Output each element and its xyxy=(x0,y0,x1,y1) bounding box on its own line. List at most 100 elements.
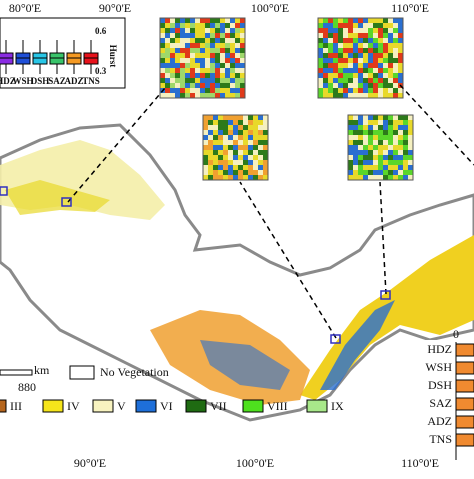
zoom-pixel xyxy=(223,155,228,160)
zoom-pixel xyxy=(185,78,190,83)
zoom-pixel xyxy=(195,48,200,53)
zoom-pixel xyxy=(185,18,190,23)
zoom-pixel xyxy=(383,125,388,130)
zoom-pixel xyxy=(175,18,180,23)
zoom-pixel xyxy=(203,160,208,165)
zoom-pixel xyxy=(160,68,165,73)
zoom-pixel xyxy=(398,38,403,43)
zoom-pixel xyxy=(338,58,343,63)
zoom-pixel xyxy=(383,130,388,135)
zoom-pixel xyxy=(170,68,175,73)
zoom-pixel xyxy=(388,23,393,28)
zoom-pixel xyxy=(368,125,373,130)
zoom-pixel xyxy=(180,48,185,53)
zoom-pixel xyxy=(393,155,398,160)
zoom-pixel xyxy=(373,83,378,88)
zoom-pixel xyxy=(393,115,398,120)
zoom-pixel xyxy=(160,33,165,38)
zoom-pixel xyxy=(318,43,323,48)
zoom-pixel xyxy=(373,48,378,53)
zoom-pixel xyxy=(368,78,373,83)
zoom-pixel xyxy=(220,83,225,88)
zoom-pixel xyxy=(210,23,215,28)
zoom-pixel xyxy=(190,73,195,78)
zoom-pixel xyxy=(368,28,373,33)
zoom-pixel xyxy=(368,175,373,180)
zoom-pixel xyxy=(225,18,230,23)
zoom-pixel xyxy=(388,165,393,170)
zoom-pixel xyxy=(203,145,208,150)
zoom-pixel xyxy=(393,18,398,23)
zoom-pixel xyxy=(223,135,228,140)
zoom-pixel xyxy=(228,160,233,165)
zoom-pixel xyxy=(383,28,388,33)
class-swatch xyxy=(306,399,328,413)
zoom-pixel xyxy=(208,160,213,165)
arrow xyxy=(379,181,387,295)
zoom-pixel xyxy=(363,38,368,43)
zoom-pixel xyxy=(398,18,403,23)
zoom-pixel xyxy=(263,160,268,165)
zoom-pixel xyxy=(408,170,413,175)
zoom-pixel xyxy=(363,135,368,140)
zoom-pixel xyxy=(243,150,248,155)
zoom-pixel xyxy=(225,28,230,33)
zoom-pixel xyxy=(343,88,348,93)
zoom-pixel xyxy=(210,33,215,38)
zoom-pixel xyxy=(403,125,408,130)
zoom-pixel xyxy=(348,28,353,33)
zoom-pixel xyxy=(210,48,215,53)
class-label: VIII xyxy=(267,399,288,413)
zoom-pixel xyxy=(353,160,358,165)
zoom-pixel xyxy=(373,53,378,58)
zoom-pixel xyxy=(185,63,190,68)
zoom-pixel xyxy=(393,170,398,175)
zoom-pixel xyxy=(348,115,353,120)
zoom-pixel xyxy=(348,18,353,23)
zoom-pixel xyxy=(263,130,268,135)
zoom-pixel xyxy=(348,43,353,48)
zoom-pixel xyxy=(368,68,373,73)
zoom-pixel xyxy=(195,43,200,48)
zoom-pixel xyxy=(243,135,248,140)
zoom-pixel xyxy=(225,33,230,38)
zoom-pixel xyxy=(343,43,348,48)
zoom-pixel xyxy=(358,78,363,83)
zoom-pixel xyxy=(398,43,403,48)
zoom-pixel xyxy=(363,175,368,180)
zoom-pixel xyxy=(373,155,378,160)
zoom-pixel xyxy=(228,145,233,150)
zoom-pixel xyxy=(230,78,235,83)
zoom-pixel xyxy=(233,145,238,150)
zoom-pixel xyxy=(328,68,333,73)
zoom-pixel xyxy=(228,140,233,145)
zoom-pixel xyxy=(225,58,230,63)
zoom-pixel xyxy=(160,28,165,33)
zoom-pixel xyxy=(358,155,363,160)
zoom-pixel xyxy=(383,170,388,175)
zoom-pixel xyxy=(235,23,240,28)
zoom-pixel xyxy=(165,58,170,63)
zoom-pixel xyxy=(230,58,235,63)
zoom-pixel xyxy=(175,33,180,38)
zoom-pixel xyxy=(348,33,353,38)
zoom-pixel xyxy=(230,53,235,58)
zoom-pixel xyxy=(363,170,368,175)
zoom-pixel xyxy=(248,125,253,130)
zoom-pixel xyxy=(195,78,200,83)
zoom-pixel xyxy=(253,150,258,155)
zoom-pixel xyxy=(238,160,243,165)
zoom-pixel xyxy=(378,78,383,83)
inset-category: ADZ xyxy=(64,76,83,86)
zoom-pixel xyxy=(200,73,205,78)
zoom-pixel xyxy=(185,43,190,48)
zoom-pixel xyxy=(180,18,185,23)
zoom-pixel xyxy=(248,160,253,165)
zoom-pixel xyxy=(208,155,213,160)
zoom-pixel xyxy=(230,28,235,33)
zoom-pixel xyxy=(358,73,363,78)
zoom-pixel xyxy=(160,93,165,98)
zoom-pixel xyxy=(215,23,220,28)
zoom-pixel xyxy=(383,160,388,165)
zoom-pixel xyxy=(210,88,215,93)
